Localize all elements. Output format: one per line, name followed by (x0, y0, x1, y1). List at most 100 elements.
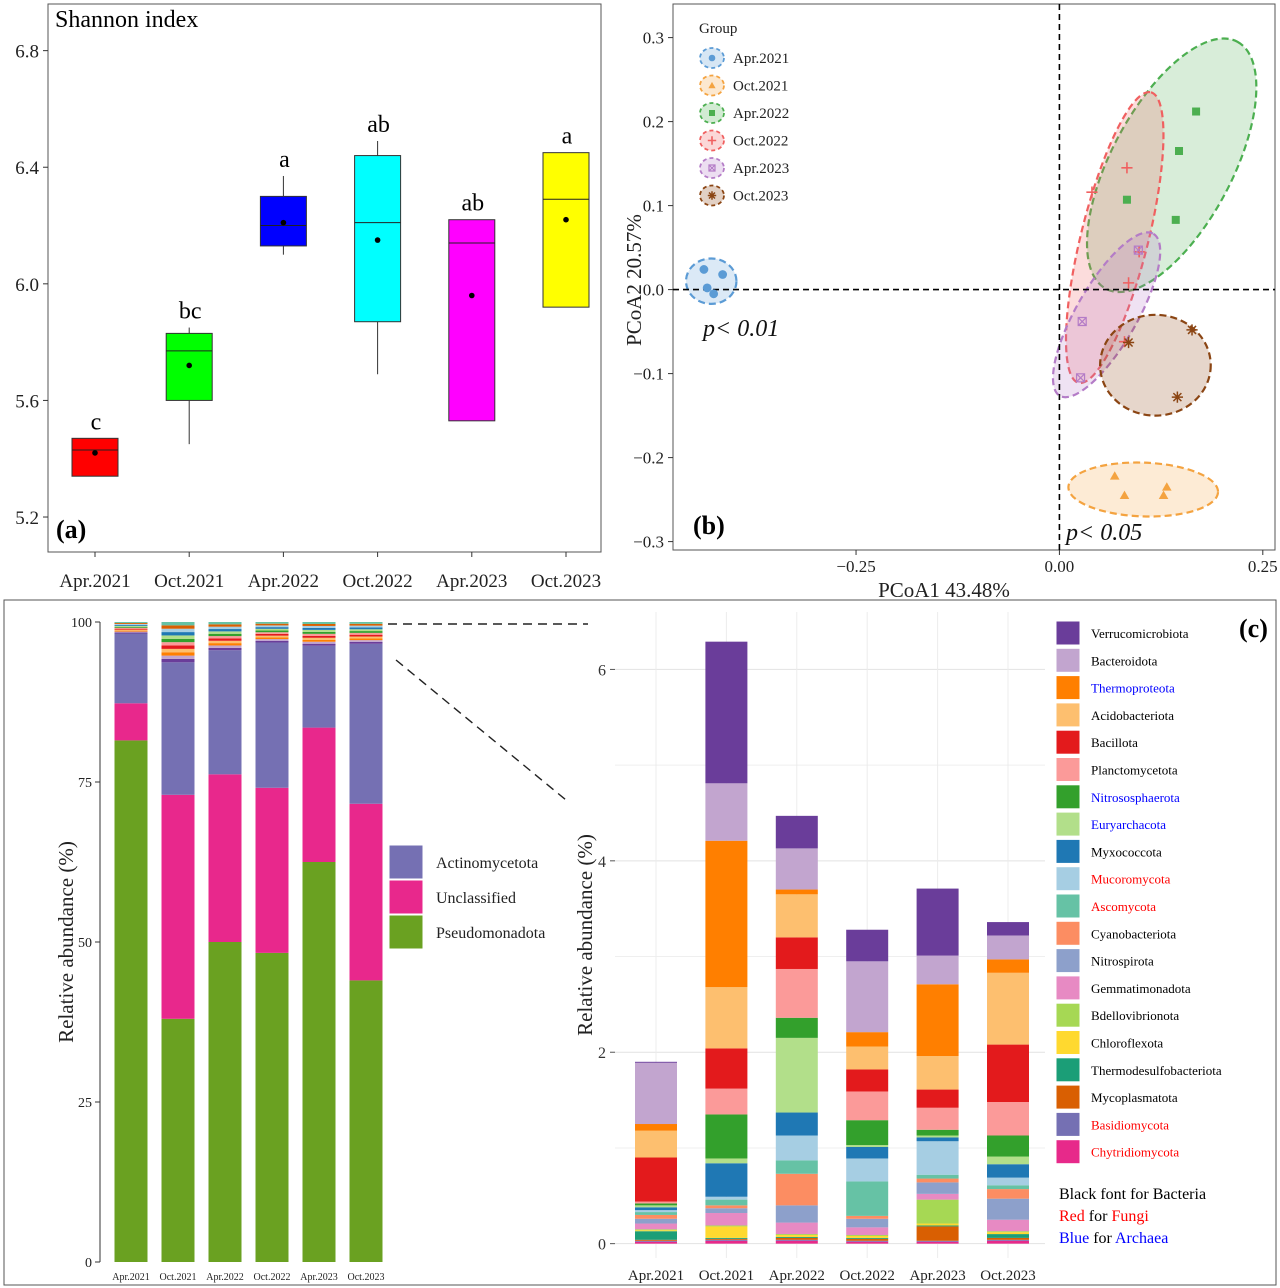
bar-segment-acidobacteriota (705, 987, 748, 1049)
data-point (1192, 107, 1201, 116)
data-point (1158, 490, 1169, 499)
bar-segment-minor (208, 645, 242, 648)
bar-segment-euryarchacota (775, 1037, 818, 1113)
legend-swatch (1055, 1084, 1081, 1110)
panel-label-c: (c) (1239, 614, 1268, 643)
legend-label: Acidobacteriota (1091, 708, 1174, 723)
legend-swatch (1055, 1139, 1081, 1165)
bar-segment-minor (349, 631, 383, 633)
bar-segment-minor (302, 641, 336, 644)
legend-item-chloroflexota: Chloroflexota (1055, 1030, 1163, 1055)
bar-segment-basidiomycota (846, 1240, 889, 1242)
legend-label: Bacteroidota (1091, 653, 1158, 668)
bar-segment-nitrospirota (987, 1198, 1029, 1220)
bar-segment-minor (161, 635, 195, 639)
x-tick-label: 0.25 (1248, 557, 1278, 576)
bar-segment-minor (114, 622, 148, 623)
bar-segment-euryarchacota (916, 1135, 959, 1138)
points-oct-2023 (1122, 324, 1198, 403)
y-tick-label: 2 (598, 1045, 606, 1062)
confidence-ellipse-oct-2023 (1098, 313, 1212, 417)
y-tick-label: 6.4 (15, 158, 39, 179)
bar-segment-pseudomonadota (349, 980, 383, 1262)
bar-oct-2023 (349, 622, 383, 1262)
legend-label: Chytridiomycota (1091, 1145, 1179, 1160)
bar-segment-mycoplasmatota (775, 1237, 818, 1240)
bar-segment-nitrospirota (635, 1218, 677, 1224)
bar-segment-verrucomicrobiota (916, 888, 959, 956)
bar-apr-2021 (114, 622, 148, 1262)
significance-letter: a (279, 147, 290, 173)
bar-segment-minor (208, 636, 242, 639)
bar-apr-2023 (302, 622, 336, 1262)
bar-segment-minor (349, 632, 383, 635)
domain-color-note: Black font for Bacteria Red for Fungi Blue… (1059, 1186, 1206, 1247)
bar-segment-minor (208, 624, 242, 627)
bar-segment-euryarchacota (635, 1205, 677, 1208)
bar-segment-actinomycetota (114, 633, 148, 704)
bar-segment-minor (255, 622, 289, 624)
bar-segment-bacteroidota (916, 955, 959, 985)
significance-letter: c (91, 409, 102, 435)
bar-segment-chloroflexota (846, 1235, 889, 1238)
bar-segment-thermoproteota (987, 959, 1029, 973)
legend-item-basidiomycota: Basidiomycota (1055, 1111, 1169, 1137)
x-tick-label-apr-2023: Apr.2023 (436, 571, 507, 592)
mean-dot (374, 237, 381, 243)
bar-segment-nitrososphaerota (705, 1114, 748, 1159)
bar-segment-gemmatimonadota (916, 1193, 959, 1200)
legend-item-nitrospirota: Nitrospirota (1055, 948, 1154, 974)
legend-swatch (1055, 920, 1081, 946)
bar-segment-mucoromycota (635, 1210, 677, 1213)
bar-segment-chloroflexota (705, 1226, 748, 1238)
points-oct-2022 (1086, 162, 1145, 348)
bar-segment-minor (161, 658, 195, 663)
bar-segment-actinomycetota (302, 645, 336, 728)
significance-letter: ab (367, 112, 390, 138)
bar-segment-minor (302, 631, 336, 634)
bar-segment-cyanobacteriota (846, 1215, 889, 1219)
x-axis-label: PCoA1 43.48% (878, 578, 1010, 602)
legend-label: Apr.2023 (733, 161, 789, 177)
bar-segment-nitrososphaerota (846, 1120, 889, 1146)
y-tick-label: 5.6 (15, 391, 39, 412)
legend-label: Unclassified (436, 890, 516, 907)
points-apr-2023 (1075, 245, 1143, 383)
legend-item-oct-2022: Oct.2022 (699, 129, 788, 152)
bar-segment-minor (114, 632, 148, 634)
legend-key-marker (709, 110, 715, 116)
bar-segment-unclassified (349, 803, 383, 981)
bar-segment-ascomycota (916, 1174, 959, 1179)
bar-segment-ascomycota (775, 1160, 818, 1174)
bar-segment-ascomycota (635, 1212, 677, 1215)
legend-item-nitrososphaerota: Nitrososphaerota (1055, 784, 1180, 810)
box-oct-2021: bc (165, 299, 213, 445)
bar-segment-verrucomicrobiota (635, 1061, 677, 1063)
mean-dot (469, 292, 475, 299)
confidence-ellipse-apr-2021 (684, 257, 738, 305)
bar-oct-2021 (705, 641, 748, 1244)
legend-label: Nitrososphaerota (1091, 790, 1180, 805)
bar-segment-thermodesulfobacteriota (775, 1236, 818, 1238)
panel-label-a: (a) (56, 515, 86, 544)
bar-segment-chloroflexota (775, 1235, 818, 1237)
bar-segment-myxococcota (705, 1163, 748, 1197)
legend-label: Apr.2021 (733, 51, 789, 67)
legend-item-apr-2023: Apr.2023 (699, 157, 789, 179)
bar-segment-thermodesulfobacteriota (635, 1231, 677, 1240)
bar-segment-chloroflexota (916, 1223, 959, 1226)
legend-item-thermoproteota: Thermoproteota (1055, 675, 1175, 701)
bar-apr-2021 (635, 1061, 677, 1244)
bar-segment-minor (114, 628, 148, 630)
legend-label: Thermodesulfobacteriota (1091, 1063, 1222, 1078)
y-tick-label: 100 (71, 616, 92, 631)
y-tick-label: 0 (598, 1237, 606, 1254)
legend-item-gemmatimonadota: Gemmatimonadota (1055, 975, 1191, 1001)
bar-segment-basidiomycota (705, 1239, 748, 1241)
data-point (702, 283, 712, 293)
bar-segment-minor (161, 655, 195, 659)
legend-key-marker (708, 54, 716, 62)
bar-apr-2022 (208, 622, 242, 1262)
bar-segment-minor (302, 633, 336, 636)
y-tick-label: 75 (78, 776, 92, 791)
